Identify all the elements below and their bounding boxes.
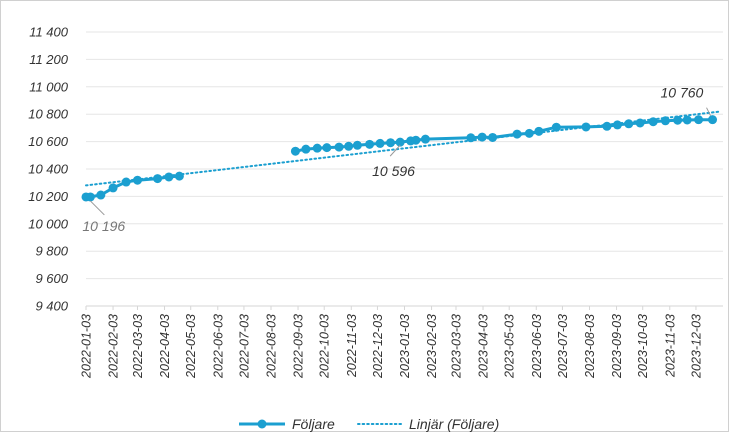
data-point <box>301 144 311 154</box>
x-tick-label: 2022-07-03 <box>237 314 251 379</box>
y-tick-label: 9 800 <box>35 244 68 259</box>
x-axis-tick-labels: 2022-01-03 2022-02-03 2022-03-03 2022-04-03… <box>80 314 704 379</box>
data-point <box>512 129 522 139</box>
x-tick-label: 2023-10-03 <box>636 314 650 379</box>
legend-label-trendline: Linjär (Följare) <box>409 416 499 432</box>
data-point <box>602 121 612 131</box>
x-tick-label: 2023-11-03 <box>663 314 677 378</box>
data-point <box>352 140 362 150</box>
data-point <box>635 118 645 128</box>
data-label-leader <box>389 144 401 157</box>
data-point <box>365 139 375 149</box>
x-tick-label: 2023-04-03 <box>477 314 491 379</box>
y-tick-label: 9 600 <box>35 271 68 286</box>
x-tick-label: 2022-08-03 <box>264 314 278 379</box>
data-point <box>96 190 106 200</box>
data-point <box>612 120 622 130</box>
data-labels: 10 196 10 596 10 760 <box>82 85 711 234</box>
data-point <box>411 135 421 145</box>
y-tick-label: 10 200 <box>28 189 69 204</box>
x-tick-label: 2023-01-03 <box>398 314 412 379</box>
legend: Följare Linjär (Följare) <box>239 416 499 432</box>
trendline-series <box>85 110 722 187</box>
data-point <box>708 115 718 125</box>
legend-marker-followers <box>257 419 267 429</box>
x-tick-label: 2022-12-03 <box>371 314 385 379</box>
data-point <box>174 171 184 181</box>
data-point <box>648 117 658 127</box>
data-point <box>322 143 332 153</box>
data-point <box>694 115 704 125</box>
data-point <box>673 115 683 125</box>
y-tick-label: 11 000 <box>29 79 69 94</box>
data-label-leader <box>90 200 105 216</box>
x-tick-label: 2023-12-03 <box>689 314 703 379</box>
data-point <box>624 119 634 129</box>
x-tick-label: 2022-05-03 <box>184 314 198 379</box>
data-point <box>344 141 354 151</box>
data-point <box>551 122 561 132</box>
data-point <box>466 133 476 143</box>
x-tick-label: 2022-01-03 <box>80 314 94 379</box>
x-tick-label: 2023-03-03 <box>449 314 463 379</box>
data-label: 10 596 <box>372 163 415 179</box>
data-point <box>153 174 163 184</box>
x-tick-label: 2022-04-03 <box>158 314 172 379</box>
x-tick-label: 2022-11-03 <box>345 314 359 378</box>
legend-label-followers: Följare <box>292 416 335 432</box>
data-point <box>420 134 430 144</box>
gridlines <box>85 31 723 310</box>
y-tick-label: 11 200 <box>29 52 69 67</box>
data-label: 10 196 <box>82 218 125 234</box>
y-tick-label: 11 400 <box>29 25 69 40</box>
series-layer <box>81 110 722 202</box>
data-point <box>312 143 322 153</box>
x-tick-label: 2022-03-03 <box>131 314 145 379</box>
x-tick-label: 2023-05-03 <box>503 314 517 379</box>
x-tick-label: 2022-02-03 <box>107 314 121 379</box>
data-point <box>85 192 95 202</box>
x-tick-label: 2023-09-03 <box>610 314 624 379</box>
x-tick-label: 2023-06-03 <box>530 314 544 379</box>
x-tick-label: 2023-08-03 <box>583 314 597 379</box>
x-tick-label: 2022-09-03 <box>292 314 306 379</box>
data-point <box>534 126 544 136</box>
y-axis-tick-labels: 9 400 9 600 9 800 10 000 10 200 10 400 10 600 1… <box>28 25 69 314</box>
data-point <box>375 138 385 148</box>
data-point <box>682 115 692 125</box>
data-point <box>386 138 396 148</box>
y-tick-label: 10 000 <box>28 216 69 231</box>
x-tick-label: 2023-07-03 <box>556 314 570 379</box>
x-tick-label: 2023-02-03 <box>425 314 439 379</box>
data-point <box>334 142 344 152</box>
y-tick-label: 10 400 <box>28 162 69 177</box>
data-label: 10 760 <box>661 85 704 101</box>
y-tick-label: 10 600 <box>28 134 69 149</box>
data-point <box>395 137 405 147</box>
data-point <box>290 146 300 156</box>
y-tick-label: 9 400 <box>35 299 68 314</box>
data-label-leader <box>706 107 711 116</box>
data-point <box>108 183 118 193</box>
data-point <box>164 172 174 182</box>
y-tick-label: 10 800 <box>28 107 69 122</box>
x-tick-label: 2022-10-03 <box>318 314 332 379</box>
x-tick-label: 2022-06-03 <box>211 314 225 379</box>
